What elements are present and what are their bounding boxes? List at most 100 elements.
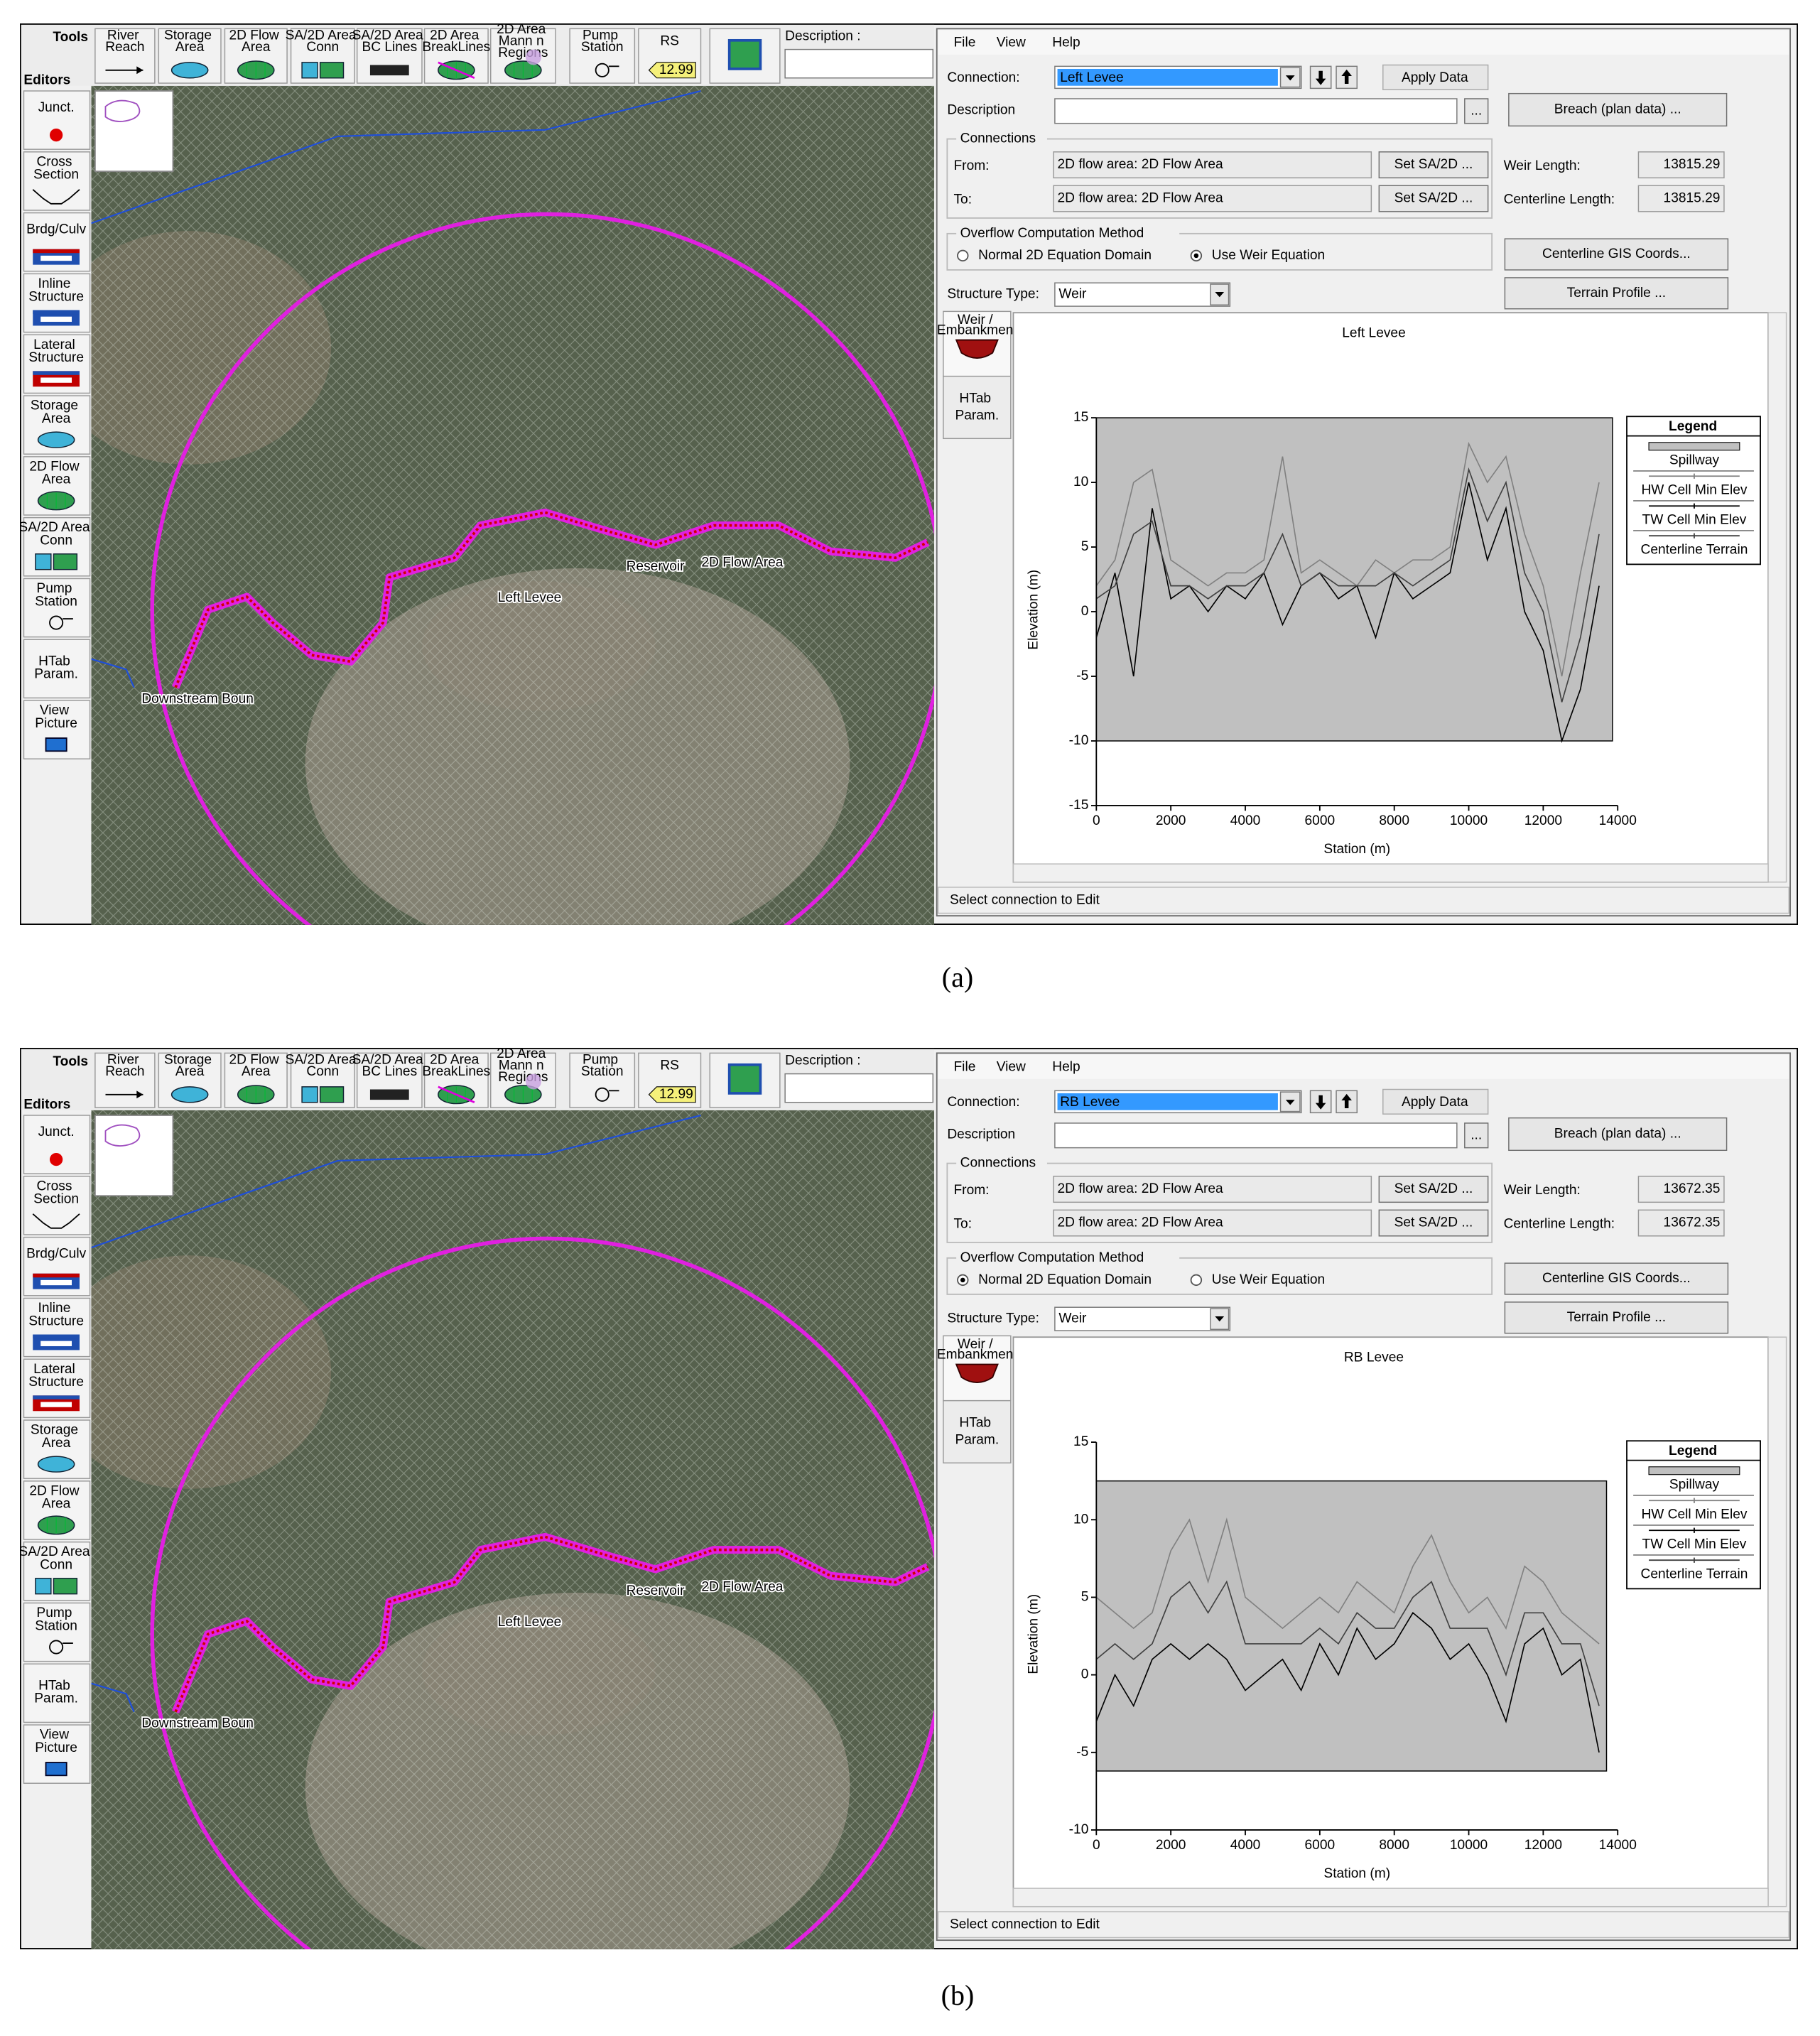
- tools-label: Tools: [53, 30, 88, 45]
- group-label: Overflow Computation Method: [960, 1250, 1144, 1265]
- field-label: Weir Length:: [1504, 1183, 1581, 1198]
- legend-swatch: [1648, 1466, 1740, 1475]
- field-label: Centerline Length:: [1504, 1216, 1615, 1231]
- button[interactable]: [1378, 1176, 1489, 1203]
- icon: [53, 1578, 78, 1595]
- button[interactable]: [1464, 1122, 1489, 1149]
- spillway: [1095, 1480, 1608, 1772]
- editor-button[interactable]: [23, 639, 91, 699]
- button[interactable]: [1378, 1209, 1489, 1237]
- editor-button[interactable]: [23, 1176, 91, 1235]
- status-bar: [937, 1911, 1789, 1939]
- editor-button-label: Junct.: [38, 1125, 75, 1139]
- icon: [369, 65, 409, 76]
- editor-button-label: Cross Section: [33, 154, 79, 182]
- radio[interactable]: [957, 249, 969, 262]
- combo-arrow-glyph: [1285, 1100, 1295, 1105]
- icon: [32, 1213, 80, 1229]
- toolbar-button-label: 2D Area Mann n Regions: [497, 1048, 550, 1085]
- field-label: From:: [953, 1183, 989, 1198]
- editor-button-label: SA/2D Area Conn: [20, 520, 94, 548]
- combo-arrow-glyph: [1215, 291, 1225, 298]
- x-axis-label: Station (m): [1323, 842, 1390, 857]
- button[interactable]: [1378, 185, 1489, 212]
- legend-label: TW Cell Min Elev: [1642, 512, 1747, 527]
- river-line: [91, 1682, 135, 1713]
- toolbar-button[interactable]: [569, 28, 636, 84]
- menu-item: File: [953, 1060, 975, 1075]
- button[interactable]: [1508, 1117, 1728, 1152]
- editor-button-label: Brdg/Culv: [26, 222, 87, 237]
- y-tick-label: 15: [1073, 410, 1088, 425]
- editor-button-label: SA/2D Area Conn: [20, 1544, 94, 1572]
- river-line: [91, 90, 701, 224]
- status-bar: [937, 887, 1789, 914]
- description-label: Description: [947, 1127, 1015, 1142]
- y-axis-label: Elevation (m): [1027, 570, 1041, 650]
- button[interactable]: [1504, 238, 1729, 271]
- legend-label: Centerline Terrain: [1641, 542, 1748, 557]
- icon: [526, 1073, 541, 1090]
- group-label-bg: [956, 1250, 1180, 1266]
- x-tick-label: 8000: [1379, 1838, 1409, 1853]
- dialog: File View Help Connection: Left Levee Apply D…: [936, 28, 1791, 917]
- toolbar-button[interactable]: [94, 1052, 156, 1108]
- button[interactable]: [1504, 277, 1729, 310]
- toolbar-button-label: 2D Flow Area: [229, 28, 283, 54]
- toolbar-button-label: 2D Area BreakLines: [422, 1052, 490, 1078]
- group-label-bg: [956, 1155, 1047, 1171]
- tab[interactable]: [943, 375, 1012, 440]
- editor-button[interactable]: [23, 151, 91, 211]
- editor-button-label: 2D Flow Area: [29, 1484, 83, 1512]
- icon: [40, 377, 72, 383]
- editor-button[interactable]: [23, 1663, 91, 1723]
- legend-label: Centerline Terrain: [1641, 1566, 1748, 1581]
- radio-label: Normal 2D Equation Domain: [978, 1272, 1152, 1287]
- button[interactable]: [1504, 1301, 1729, 1334]
- description-input[interactable]: [1054, 98, 1458, 124]
- menu-item: View: [997, 1060, 1026, 1075]
- field: [1637, 1209, 1725, 1237]
- y-tick-label: 10: [1073, 475, 1088, 489]
- y-tick-label: 10: [1073, 1512, 1088, 1527]
- toolbar-button[interactable]: [569, 1052, 636, 1108]
- editor-button-label: Pump Station: [35, 1605, 77, 1633]
- icon: [438, 1085, 475, 1104]
- field-label: From:: [953, 158, 989, 173]
- toolbar-button[interactable]: [94, 28, 156, 84]
- description-input[interactable]: [784, 1073, 934, 1103]
- x-tick-label: 2000: [1156, 1838, 1186, 1853]
- button[interactable]: [1504, 1262, 1729, 1295]
- field-label: Structure Type:: [947, 1311, 1039, 1326]
- x-tick-label: 12000: [1524, 813, 1562, 828]
- button[interactable]: [1464, 98, 1489, 124]
- x-tick-label: 4000: [1230, 1838, 1261, 1853]
- button[interactable]: [1378, 151, 1489, 179]
- panel-a: Left Levee Reservoir 2D Flow Area Downstrea…: [20, 23, 1798, 925]
- menu-item: Help: [1052, 36, 1080, 50]
- description-input[interactable]: [784, 48, 934, 79]
- field: [1637, 151, 1725, 179]
- series-line: [1095, 1517, 1600, 1645]
- editor-button[interactable]: [23, 1602, 91, 1662]
- radio[interactable]: [1190, 1274, 1203, 1287]
- toolbar-button-label: River Reach: [105, 1052, 144, 1078]
- button[interactable]: [1508, 92, 1728, 127]
- description-input[interactable]: [1054, 1122, 1458, 1149]
- menu-item: Help: [1052, 1060, 1080, 1075]
- icon: [33, 371, 80, 375]
- tab[interactable]: [943, 1399, 1012, 1464]
- rs-tag: [648, 1086, 696, 1103]
- field: [1637, 1176, 1725, 1203]
- structure-combo[interactable]: [1054, 282, 1231, 307]
- legend-title: Legend: [1669, 1444, 1717, 1458]
- legend: [1626, 1440, 1761, 1590]
- structure-combo[interactable]: [1054, 1306, 1231, 1331]
- group-box: [946, 1162, 1493, 1243]
- chart-title: Left Levee: [1342, 325, 1405, 340]
- selection: [1057, 68, 1278, 86]
- icon: [33, 1273, 80, 1278]
- editor-button[interactable]: [23, 1115, 91, 1174]
- editor-button[interactable]: [23, 578, 91, 638]
- x-axis-label: Station (m): [1323, 1866, 1390, 1881]
